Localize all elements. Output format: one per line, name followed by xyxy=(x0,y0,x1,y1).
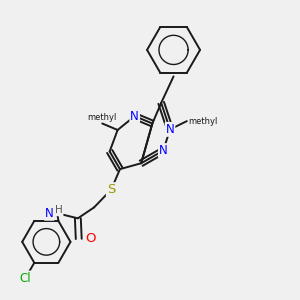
Text: N: N xyxy=(130,110,139,123)
Text: N: N xyxy=(159,144,168,157)
Text: S: S xyxy=(107,183,115,196)
Text: methyl: methyl xyxy=(188,117,218,126)
Text: N: N xyxy=(166,123,174,136)
Text: methyl: methyl xyxy=(88,113,117,122)
Text: N: N xyxy=(45,207,54,220)
Text: Cl: Cl xyxy=(20,272,31,285)
Text: H: H xyxy=(55,206,63,215)
Text: O: O xyxy=(85,232,96,245)
